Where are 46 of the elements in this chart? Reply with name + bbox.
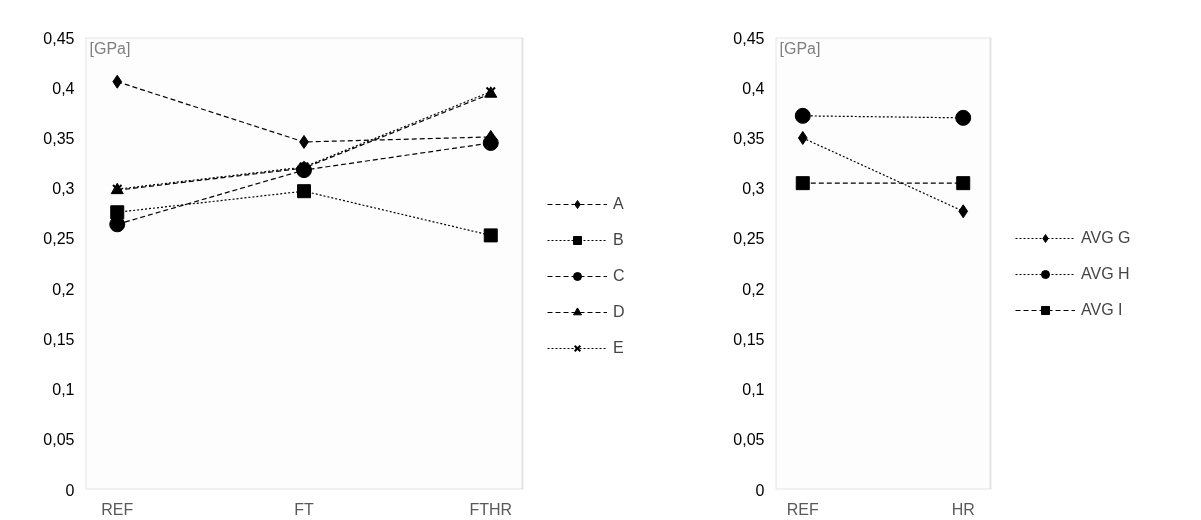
y-tick-label: 0,2 <box>52 280 75 298</box>
point <box>112 74 123 89</box>
x-tick-label: HR <box>951 500 975 518</box>
point <box>955 109 972 126</box>
y-tick-label: 0 <box>755 481 765 499</box>
y-tick-label: 0,4 <box>52 79 75 97</box>
y-tick-label: 0,05 <box>43 431 75 449</box>
point <box>297 184 311 199</box>
y-tick-label: 0,35 <box>733 129 765 147</box>
point <box>483 228 498 243</box>
y-tick-label: 0,35 <box>43 129 75 147</box>
y-axis-title: [GPa] <box>779 39 821 57</box>
x-tick-label: FT <box>294 500 314 518</box>
y-tick-label: 0,25 <box>43 230 75 248</box>
legend-label: AVG H <box>1081 265 1130 283</box>
point <box>482 134 499 151</box>
point <box>958 204 969 219</box>
x-tick-label: REF <box>101 500 134 518</box>
point <box>795 176 810 191</box>
y-tick-label: 0,1 <box>742 381 765 399</box>
legend-label: AVG I <box>1081 301 1123 319</box>
legend-label: A <box>613 195 625 213</box>
legend-label: C <box>613 267 626 285</box>
y-tick-label: 0,1 <box>52 381 75 399</box>
y-tick-label: 0,15 <box>43 330 75 348</box>
point <box>956 176 971 191</box>
point <box>794 107 811 124</box>
y-tick-label: 0,4 <box>742 79 765 97</box>
y-axis-title: [GPa] <box>89 39 131 57</box>
legend-label: AVG G <box>1081 229 1131 247</box>
legend-label: E <box>613 339 625 357</box>
y-tick-label: 0,05 <box>733 431 765 449</box>
y-tick-label: 0,3 <box>52 180 75 198</box>
x-tick-label: REF <box>786 500 819 518</box>
legend-label: B <box>613 231 625 249</box>
point <box>797 130 808 145</box>
x-tick-label: FTHR <box>469 500 513 518</box>
y-tick-label: 0,45 <box>43 29 75 47</box>
legend-label: D <box>613 303 626 321</box>
y-tick-label: 0,45 <box>733 29 765 47</box>
y-tick-label: 0,2 <box>742 280 765 298</box>
y-tick-label: 0,3 <box>742 180 765 198</box>
y-tick-label: 0 <box>65 481 75 499</box>
y-tick-label: 0,15 <box>733 330 765 348</box>
y-tick-label: 0,25 <box>733 230 765 248</box>
point <box>109 216 126 233</box>
